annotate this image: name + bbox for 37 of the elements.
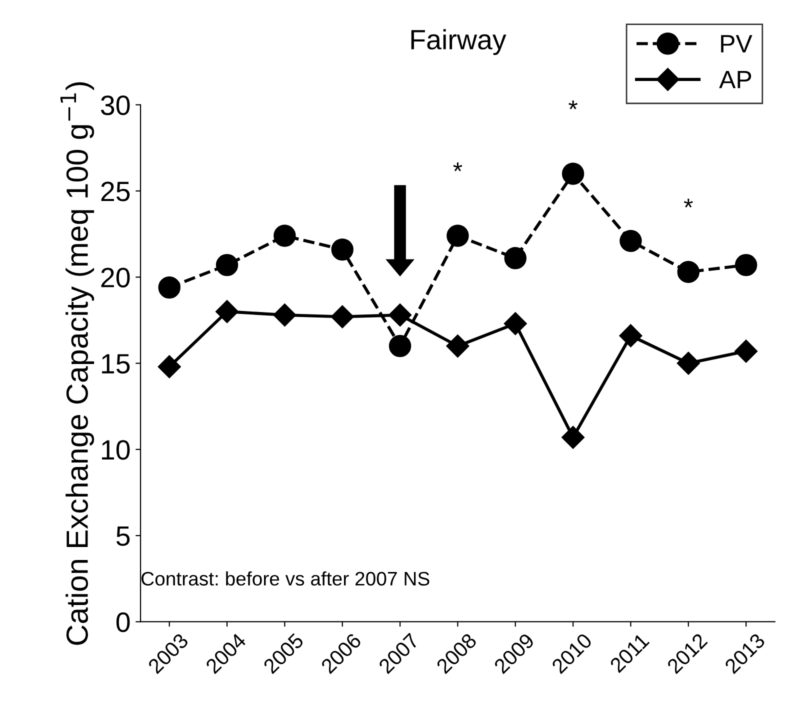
annotation: * xyxy=(453,162,462,172)
point xyxy=(619,324,642,348)
point xyxy=(273,304,296,327)
point xyxy=(216,300,239,324)
point xyxy=(620,230,642,252)
point xyxy=(216,254,238,276)
point xyxy=(388,334,412,358)
y-tick-label: 0 xyxy=(116,612,130,632)
annotation: Contrast: before vs after 2007 NS xyxy=(142,571,430,586)
legend-label: PV xyxy=(721,35,752,52)
point xyxy=(562,426,585,449)
y-tick-label: 30 xyxy=(100,95,130,116)
point xyxy=(158,276,180,299)
annotation: * xyxy=(684,198,693,208)
point xyxy=(504,312,527,336)
point xyxy=(677,260,700,284)
point xyxy=(446,334,470,358)
point xyxy=(158,355,181,378)
y-tick-label: 5 xyxy=(116,526,130,546)
y-tick-label: 15 xyxy=(102,354,130,374)
y-tick-label: 10 xyxy=(102,440,130,460)
chart-title: Fairway xyxy=(411,29,506,56)
point xyxy=(331,238,354,261)
point xyxy=(388,304,412,327)
point xyxy=(446,224,469,247)
y-axis-title: Cation Exchange Capacity (meq 100 g$^{−1}$) xyxy=(60,82,94,645)
point xyxy=(734,254,758,276)
point xyxy=(504,247,526,270)
point xyxy=(330,305,354,328)
point xyxy=(676,352,700,375)
point xyxy=(734,340,758,363)
point xyxy=(562,162,584,185)
legend-label: AP xyxy=(719,70,752,88)
point xyxy=(274,224,296,247)
annotation: * xyxy=(568,100,578,110)
y-tick-label: 25 xyxy=(101,182,130,202)
y-tick-label: 20 xyxy=(101,268,130,288)
